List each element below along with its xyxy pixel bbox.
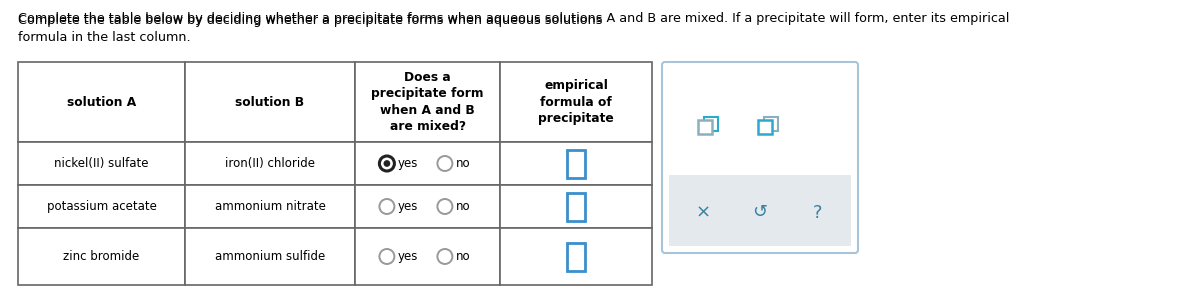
Text: iron(II) chloride: iron(II) chloride xyxy=(226,157,314,170)
Text: yes: yes xyxy=(397,250,418,263)
Text: Complete the table below by deciding whether a precipitate forms when aqueous so: Complete the table below by deciding whe… xyxy=(18,12,1009,25)
Bar xyxy=(568,149,586,178)
Bar xyxy=(758,120,772,134)
Bar xyxy=(500,142,652,185)
Text: no: no xyxy=(456,157,470,170)
Text: nickel(II) sulfate: nickel(II) sulfate xyxy=(54,157,149,170)
Bar xyxy=(185,185,355,228)
Bar xyxy=(568,193,586,221)
Bar xyxy=(18,62,185,142)
Bar xyxy=(185,62,355,142)
Bar xyxy=(670,175,851,246)
Bar xyxy=(18,228,185,285)
Bar xyxy=(355,142,500,185)
Circle shape xyxy=(384,160,390,167)
Bar xyxy=(355,62,500,142)
Bar xyxy=(764,117,778,131)
Text: ?: ? xyxy=(812,204,822,222)
Text: no: no xyxy=(456,250,470,263)
Bar xyxy=(568,243,586,270)
Bar xyxy=(500,62,652,142)
Text: Complete the table below by deciding whether a precipitate forms when aqueous so: Complete the table below by deciding whe… xyxy=(18,14,1009,27)
Text: empirical
formula of
precipitate: empirical formula of precipitate xyxy=(538,79,614,125)
Text: formula in the last column.: formula in the last column. xyxy=(18,31,191,44)
Bar xyxy=(18,185,185,228)
Text: Complete the table below by deciding whether a precipitate forms when aqueous so: Complete the table below by deciding whe… xyxy=(18,14,606,27)
Text: ×: × xyxy=(696,204,710,222)
Text: ammonium nitrate: ammonium nitrate xyxy=(215,200,325,213)
FancyBboxPatch shape xyxy=(662,62,858,253)
Bar xyxy=(698,120,712,134)
Bar xyxy=(355,228,500,285)
Text: solution B: solution B xyxy=(235,96,305,108)
Bar xyxy=(500,185,652,228)
Text: ammonium sulfide: ammonium sulfide xyxy=(215,250,325,263)
Text: yes: yes xyxy=(397,157,418,170)
Text: solution A: solution A xyxy=(67,96,136,108)
Bar xyxy=(18,142,185,185)
Bar xyxy=(185,228,355,285)
Text: zinc bromide: zinc bromide xyxy=(64,250,139,263)
Bar xyxy=(185,142,355,185)
Text: yes: yes xyxy=(397,200,418,213)
Text: Does a
precipitate form
when A and B
are mixed?: Does a precipitate form when A and B are… xyxy=(371,71,484,133)
Text: no: no xyxy=(456,200,470,213)
Bar xyxy=(500,228,652,285)
Bar xyxy=(355,185,500,228)
Text: potassium acetate: potassium acetate xyxy=(47,200,156,213)
Text: ↺: ↺ xyxy=(752,204,768,222)
Bar xyxy=(704,117,718,131)
